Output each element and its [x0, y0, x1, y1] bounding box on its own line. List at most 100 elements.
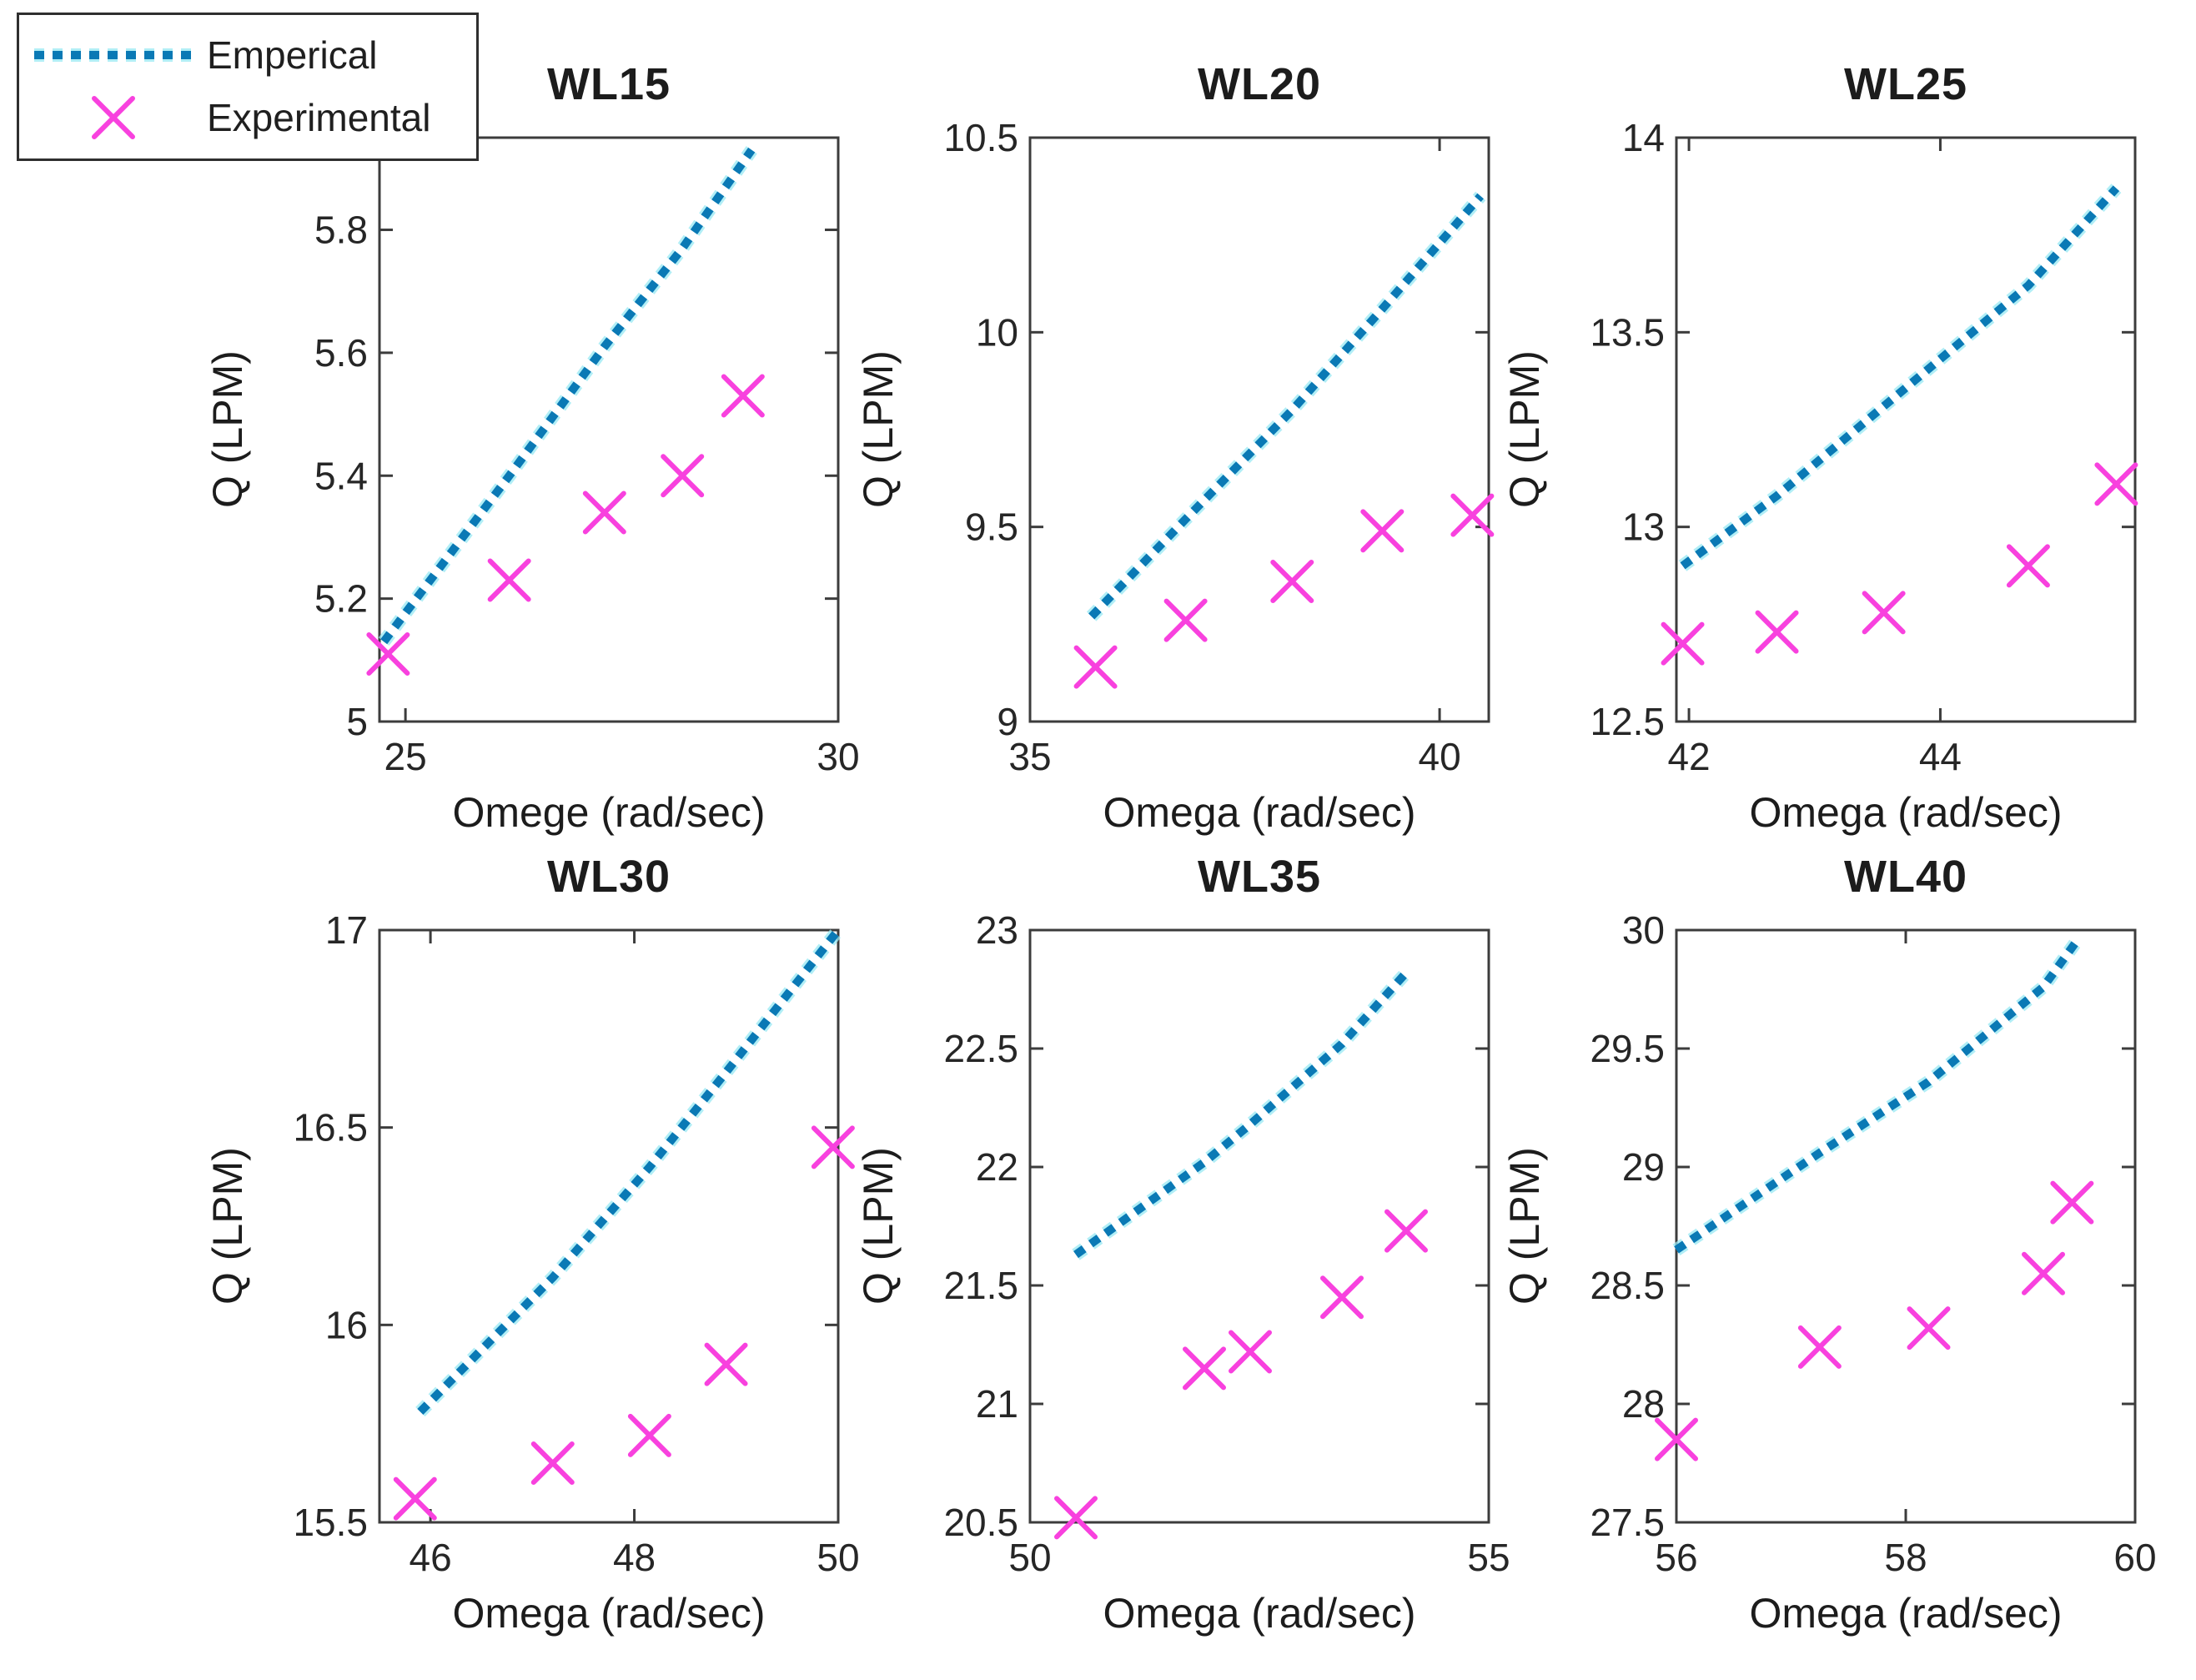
empirical-line — [1088, 193, 1484, 620]
experimental-x-marker — [2006, 544, 2050, 588]
y-tick-label: 12.5 — [1590, 700, 1665, 743]
experimental-x-marker — [1755, 610, 1799, 654]
experimental-x-marker — [1163, 598, 1208, 642]
experimental-x-marker — [2022, 1251, 2065, 1295]
legend-row-empirical: Emperical — [19, 33, 476, 78]
x-tick-label: 50 — [817, 1536, 859, 1579]
y-tick-label: 5.4 — [314, 454, 368, 497]
y-tick-label: 5.8 — [314, 209, 368, 252]
experimental-x-marker — [366, 631, 410, 676]
experimental-x-marker — [1384, 1209, 1428, 1253]
y-tick-label: 9.5 — [965, 506, 1018, 549]
experimental-x-marker — [1054, 1496, 1098, 1540]
plot-area: 25 30 5 5.2 5.4 5.6 5.8 — [314, 136, 860, 778]
legend-x-marker-sample — [91, 96, 135, 140]
experimental-x-marker — [1360, 509, 1405, 553]
x-axis-label: Omega (rad/sec) — [1103, 789, 1416, 836]
y-tick-label: 10.5 — [943, 116, 1018, 159]
legend-box: Emperical Experimental — [17, 13, 479, 161]
x-tick-label: 56 — [1655, 1536, 1697, 1579]
experimental-x-marker — [1655, 1417, 1698, 1461]
experimental-x-marker — [627, 1413, 671, 1457]
legend-dashed-line-sample — [33, 48, 193, 62]
axes-frame — [1675, 928, 2137, 1524]
y-tick-label: 27.5 — [1590, 1501, 1665, 1544]
y-tick-label: 13 — [1622, 506, 1665, 549]
x-tick-label: 48 — [613, 1536, 656, 1579]
subplot-wl35: WL35 Q (LPM) 50 55 20.5 21 21.5 22 22.5 23 Omeg… — [851, 851, 1526, 1660]
experimental-x-marker — [704, 1342, 748, 1386]
y-tick-label: 16 — [325, 1303, 368, 1346]
y-tick-label: 5.2 — [314, 577, 368, 621]
subplot-wl40: WL40 Q (LPM) 56 58 60 27.5 28 28.5 29 29.5 30 Om… — [1497, 851, 2173, 1660]
experimental-x-marker — [2094, 462, 2138, 506]
experimental-x-marker — [2050, 1180, 2094, 1225]
x-tick-label: 55 — [1467, 1536, 1510, 1579]
experimental-x-marker — [1073, 645, 1118, 689]
plot-title: WL20 — [1197, 59, 1322, 109]
plot-title: WL25 — [1843, 59, 1968, 109]
y-tick-label: 15.5 — [293, 1501, 368, 1544]
y-tick-label: 29 — [1622, 1145, 1665, 1189]
experimental-x-marker — [1183, 1346, 1226, 1391]
x-marker-icon — [19, 94, 207, 141]
experimental-x-marker — [721, 374, 765, 418]
experimental-x-marker — [1320, 1275, 1364, 1320]
experimental-x-marker — [1907, 1306, 1951, 1351]
legend-row-experimental: Experimental — [19, 94, 476, 141]
plot-area: 35 40 9 9.5 10 10.5 — [943, 116, 1495, 778]
empirical-line-halo — [1672, 935, 2083, 1256]
experimental-x-marker — [1797, 1325, 1842, 1369]
y-tick-label: 20.5 — [943, 1501, 1018, 1544]
y-tick-label: 5.6 — [314, 331, 368, 375]
x-tick-label: 50 — [1008, 1536, 1051, 1579]
x-axis-label: Omega (rad/sec) — [1103, 1590, 1416, 1637]
subplot-wl15: WL15 Q (LPM) 25 30 5 5.2 5.4 5.6 5.8 Omege (ra… — [200, 58, 876, 851]
axes-frame — [1675, 136, 2137, 723]
y-tick-label: 22 — [976, 1145, 1018, 1189]
y-tick-label: 23 — [976, 908, 1018, 952]
experimental-x-marker — [487, 558, 531, 602]
x-tick-label: 58 — [1884, 1536, 1927, 1579]
x-axis-label: Omega (rad/sec) — [1749, 789, 2063, 836]
x-axis-label: Omege (rad/sec) — [452, 789, 766, 836]
empirical-line — [417, 927, 842, 1415]
empirical-line-halo — [1072, 968, 1411, 1260]
experimental-x-marker — [1229, 1330, 1272, 1374]
plot-area: 46 48 50 15.5 16 16.5 17 — [293, 908, 859, 1579]
empirical-line — [380, 147, 756, 645]
x-tick-label: 46 — [410, 1536, 452, 1579]
y-tick-label: 21.5 — [943, 1264, 1018, 1307]
plot-title: WL35 — [1197, 852, 1322, 902]
empirical-line-halo — [1678, 184, 2122, 571]
y-tick-label: 5 — [346, 700, 368, 743]
plot-area: 50 55 20.5 21 21.5 22 22.5 23 — [943, 908, 1510, 1579]
experimental-x-marker — [1270, 560, 1314, 603]
legend-label-empirical: Emperical — [207, 33, 378, 77]
empirical-line — [1674, 937, 2082, 1254]
y-tick-label: 10 — [976, 310, 1018, 354]
x-tick-label: 42 — [1667, 735, 1710, 778]
axes-frame — [378, 928, 840, 1524]
y-tick-label: 17 — [325, 908, 368, 952]
subplot-wl25: WL25 Q (LPM) 42 44 12.5 13 13.5 14 Omega (rad… — [1497, 58, 2173, 851]
empirical-line-halo — [415, 926, 844, 1417]
dashed-line-icon — [19, 47, 207, 63]
axes-frame — [1028, 136, 1490, 723]
experimental-x-marker — [1661, 621, 1705, 666]
y-tick-label: 28.5 — [1590, 1264, 1665, 1307]
experimental-x-marker — [91, 96, 135, 140]
axes-frame — [1028, 928, 1490, 1524]
plot-area: 42 44 12.5 13 13.5 14 — [1590, 116, 2138, 778]
empirical-line — [1073, 969, 1410, 1259]
x-tick-label: 40 — [1418, 735, 1460, 778]
empirical-line-halo — [1086, 191, 1486, 621]
y-tick-label: 14 — [1622, 116, 1665, 159]
x-axis-label: Omega (rad/sec) — [452, 1590, 766, 1637]
y-tick-label: 22.5 — [943, 1027, 1018, 1070]
subplot-wl20: WL20 Q (LPM) 35 40 9 9.5 10 10.5 Omega (rad/s… — [851, 58, 1526, 851]
experimental-x-marker — [582, 490, 626, 535]
plot-title: WL30 — [546, 852, 671, 902]
experimental-x-marker — [661, 454, 705, 498]
